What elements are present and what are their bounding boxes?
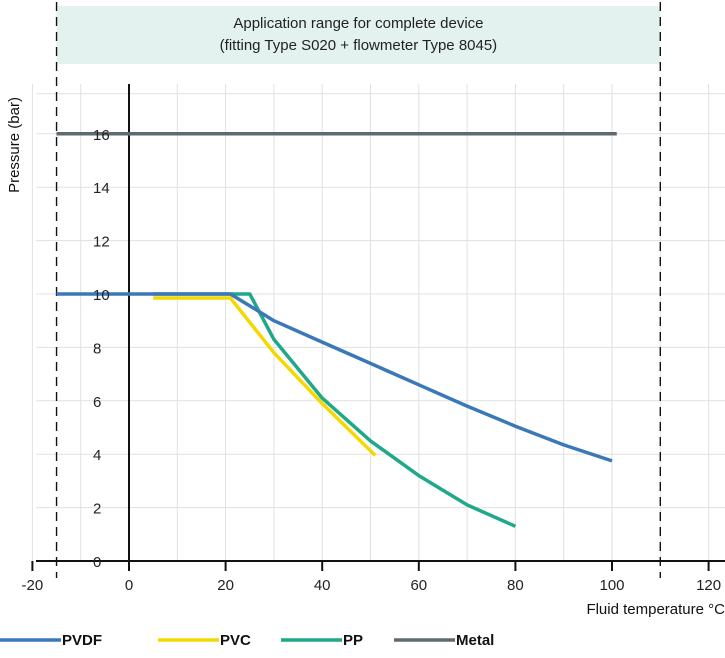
x-tick-label: 40 bbox=[314, 577, 331, 594]
tick-labels: -20 0 20 40 60 80 100 120 0 2 4 6 8 10 12 14 16 bbox=[22, 127, 722, 594]
application-range-lines bbox=[55, 2, 661, 578]
y-tick-label: 0 bbox=[93, 554, 101, 571]
x-tick-label: -20 bbox=[22, 577, 44, 594]
x-tick-label: 120 bbox=[696, 577, 721, 594]
legend-item-pvdf: PVDF bbox=[0, 632, 102, 649]
x-tick-label: 20 bbox=[217, 577, 234, 594]
y-tick-label: 10 bbox=[93, 287, 110, 304]
series-line-pvdf bbox=[56, 292, 613, 463]
chart-series bbox=[56, 132, 617, 528]
x-tick-label: 80 bbox=[507, 577, 524, 594]
chart-axes bbox=[31, 84, 725, 571]
y-tick-label: 6 bbox=[93, 394, 101, 411]
application-range-box bbox=[56, 6, 661, 64]
y-tick-label: 12 bbox=[93, 234, 110, 251]
x-axis-title: Fluid temperature °C bbox=[586, 601, 725, 618]
y-tick-label: 4 bbox=[93, 447, 101, 464]
y-tick-label: 2 bbox=[93, 501, 101, 518]
legend-item-pp: PP bbox=[281, 632, 363, 649]
y-axis-title: Pressure (bar) bbox=[6, 97, 23, 193]
legend-item-pvc: PVC bbox=[158, 632, 251, 649]
y-tick-label: 16 bbox=[93, 127, 110, 144]
series-line-pvc bbox=[153, 296, 377, 457]
y-tick-label: 14 bbox=[93, 180, 110, 197]
legend: PVDF PVC PP Metal bbox=[0, 632, 494, 649]
legend-label: PVC bbox=[220, 632, 251, 649]
x-tick-label: 60 bbox=[410, 577, 427, 594]
legend-item-metal: Metal bbox=[394, 632, 494, 649]
x-tick-label: 100 bbox=[599, 577, 624, 594]
y-tick-label: 8 bbox=[93, 340, 101, 357]
legend-label: Metal bbox=[456, 632, 494, 649]
x-tick-label: 0 bbox=[125, 577, 133, 594]
legend-label: PVDF bbox=[62, 632, 102, 649]
series-line-pp bbox=[153, 292, 517, 528]
application-range-sublabel: (fitting Type S020 + flowmeter Type 8045… bbox=[220, 37, 498, 54]
chart-grid bbox=[31, 84, 725, 561]
application-range-label: Application range for complete device bbox=[233, 15, 483, 32]
application-range-banner: Application range for complete device (fi… bbox=[56, 6, 661, 64]
legend-label: PP bbox=[343, 632, 363, 649]
